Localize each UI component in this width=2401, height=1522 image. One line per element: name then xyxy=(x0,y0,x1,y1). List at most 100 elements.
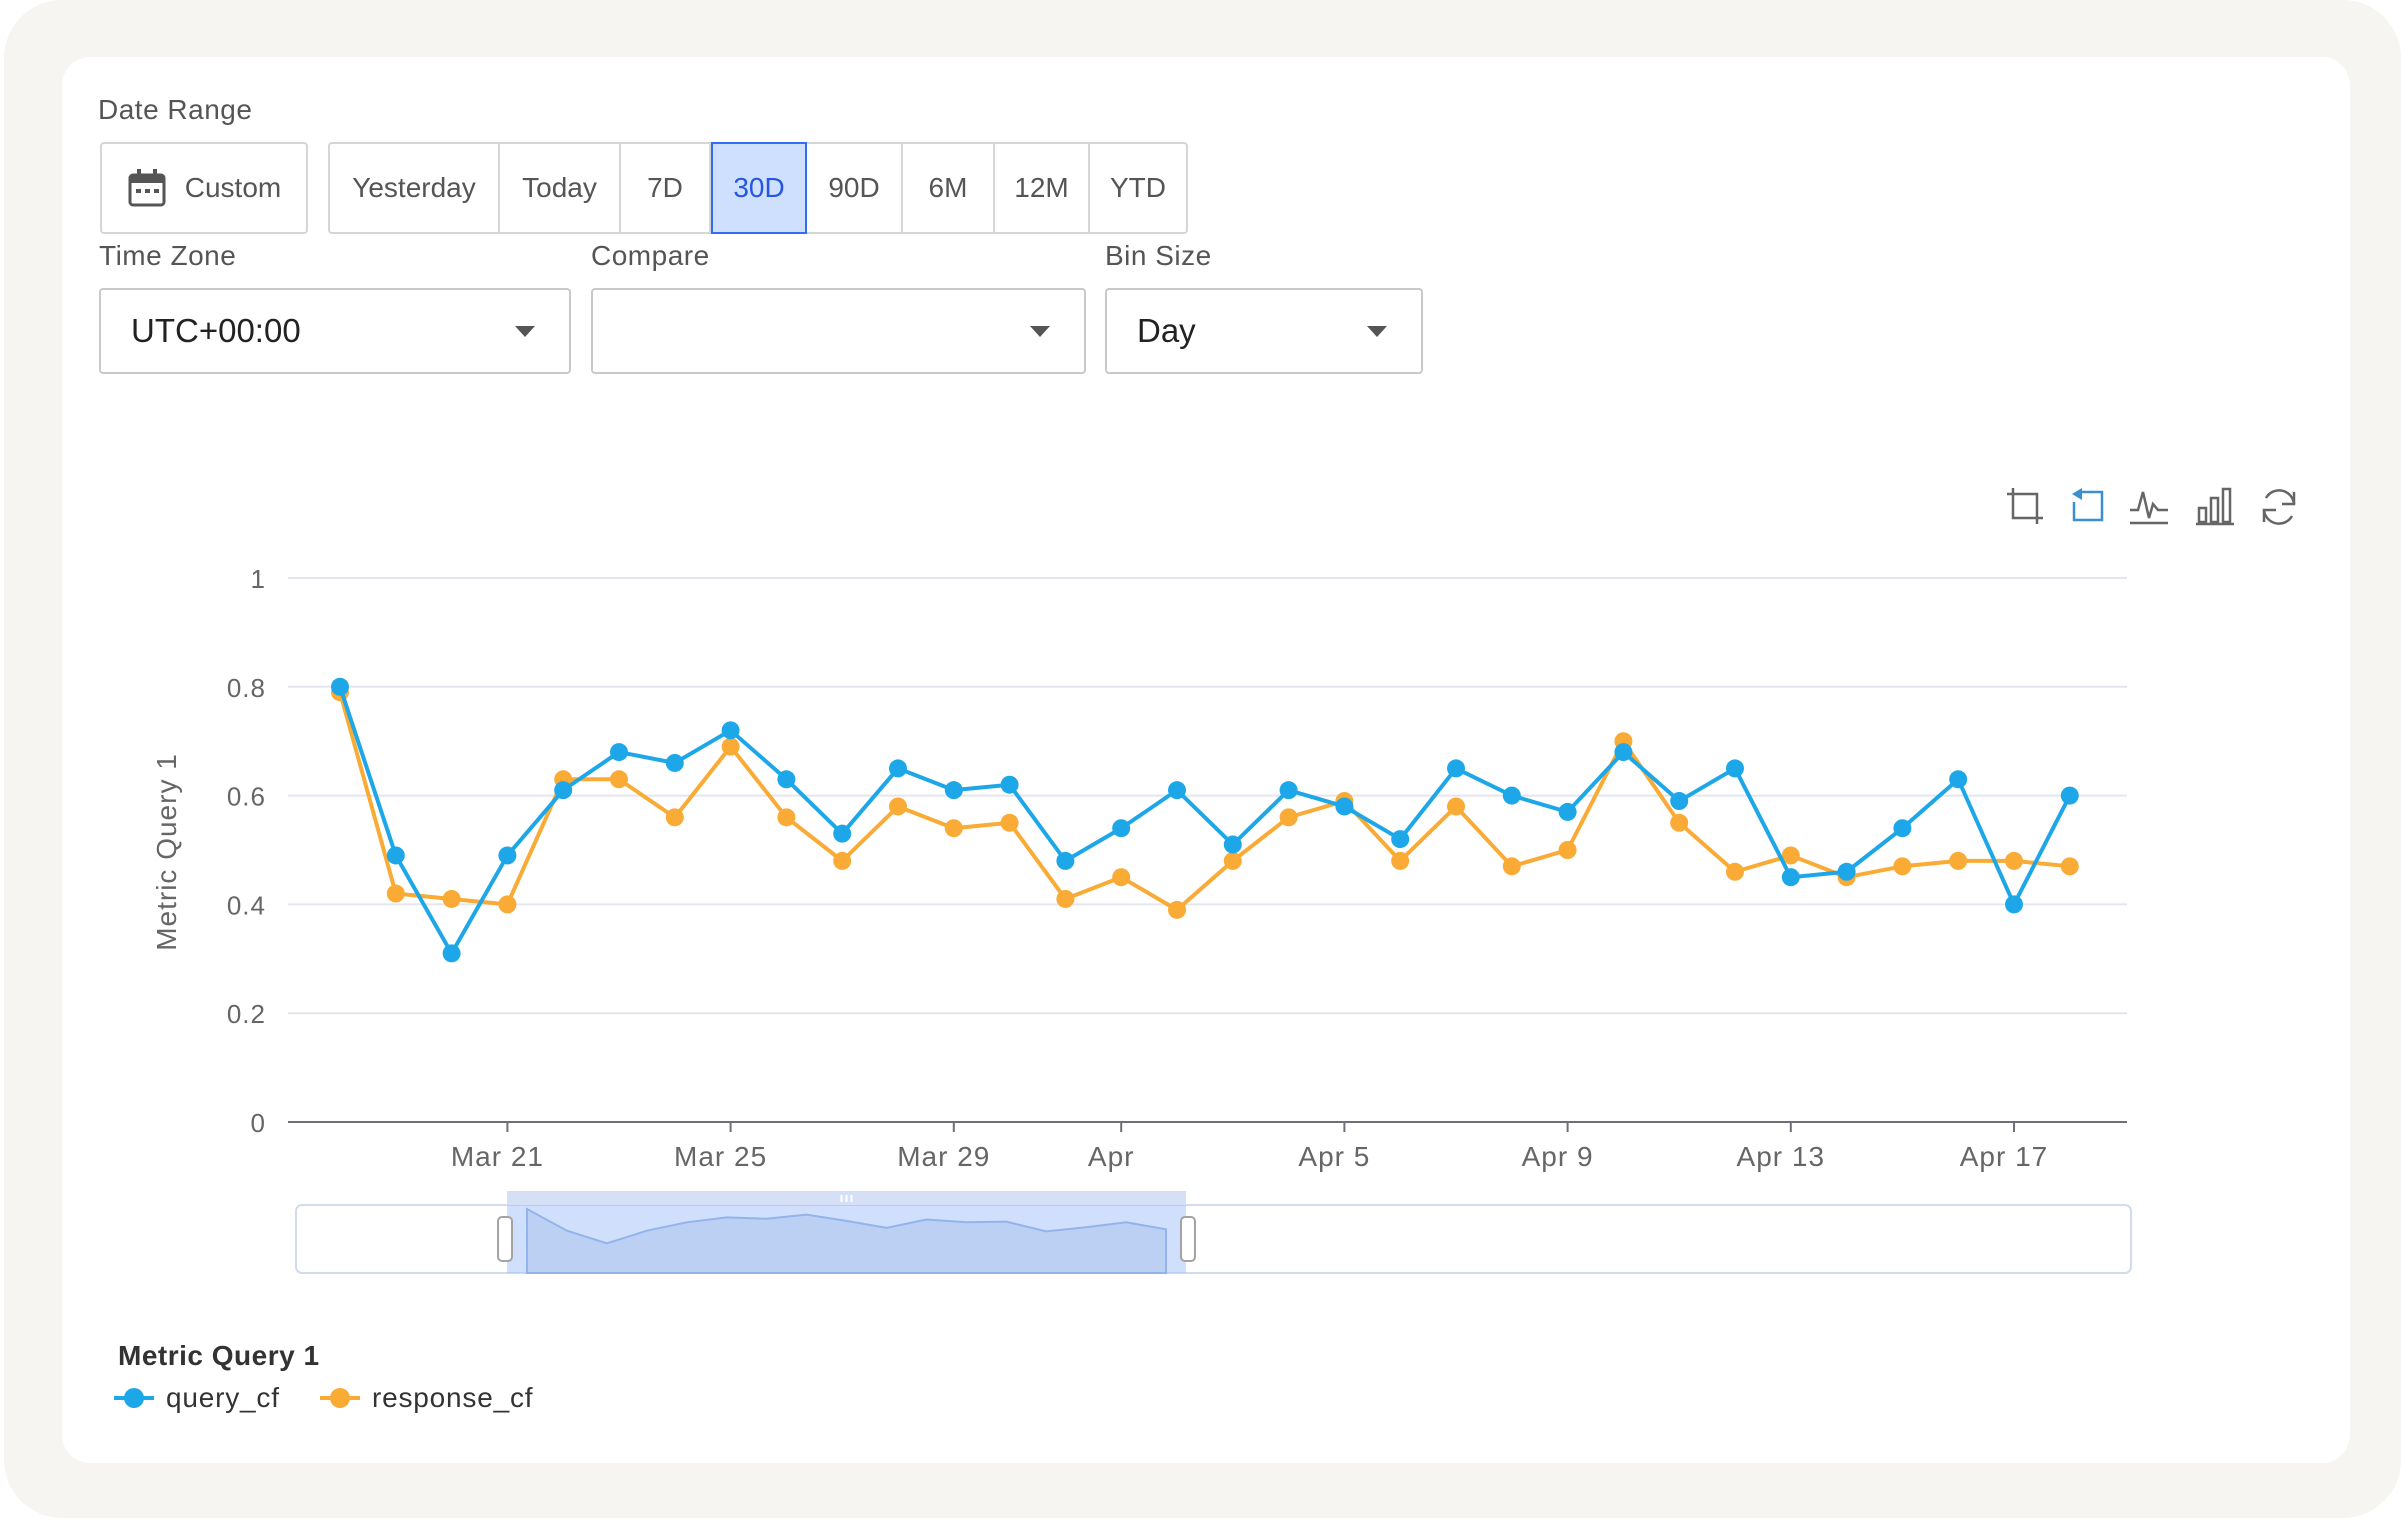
line-chart: 0 0.2 0.4 0.6 0.8 1 Metric Query 1 Mar 21 Mar … xyxy=(151,564,2132,1274)
data-point-response-cf[interactable] xyxy=(1726,862,1744,881)
time-zone-label: Time Zone xyxy=(99,240,237,271)
data-point-query-cf[interactable] xyxy=(2005,895,2023,914)
chevron-down-icon xyxy=(1367,326,1387,337)
x-tick-label: Apr 17 xyxy=(1960,1141,2049,1172)
data-point-query-cf[interactable] xyxy=(833,824,852,843)
data-point-response-cf[interactable] xyxy=(777,808,796,827)
date-preset-group: Yesterday Today 7D 30D 90D 6M 12M YTD xyxy=(328,142,1188,234)
data-point-response-cf[interactable] xyxy=(721,737,740,756)
data-point-response-cf[interactable] xyxy=(1279,808,1298,827)
preset-ytd[interactable]: YTD xyxy=(1090,142,1188,234)
data-point-response-cf[interactable] xyxy=(833,851,852,870)
data-point-query-cf[interactable] xyxy=(944,781,963,800)
compare-label: Compare xyxy=(591,240,710,271)
y-tick-label: 0.8 xyxy=(227,673,266,703)
data-point-response-cf[interactable] xyxy=(2060,857,2079,876)
data-point-query-cf[interactable] xyxy=(610,743,628,762)
legend-item-query-cf[interactable]: query_cf xyxy=(114,1382,280,1414)
preset-12m[interactable]: 12M xyxy=(995,142,1090,234)
data-point-query-cf[interactable] xyxy=(331,677,349,696)
data-point-query-cf[interactable] xyxy=(1279,781,1298,800)
data-point-query-cf[interactable] xyxy=(1335,797,1354,816)
compare-select[interactable] xyxy=(591,288,1086,374)
data-point-query-cf[interactable] xyxy=(889,759,907,778)
data-point-query-cf[interactable] xyxy=(1168,781,1186,800)
data-point-response-cf[interactable] xyxy=(1391,851,1410,870)
data-point-query-cf[interactable] xyxy=(1837,862,1856,881)
data-point-response-cf[interactable] xyxy=(1949,851,1968,870)
y-tick-label: 0 xyxy=(251,1108,266,1138)
x-tick-label: Mar 25 xyxy=(674,1141,767,1172)
x-tick-label: Apr 13 xyxy=(1737,1141,1826,1172)
preset-7d[interactable]: 7D xyxy=(621,142,711,234)
data-point-response-cf[interactable] xyxy=(498,895,517,914)
date-range-label: Date Range xyxy=(98,94,253,125)
zoom-handle-right[interactable] xyxy=(1179,1216,1196,1262)
zoom-reset-icon[interactable] xyxy=(2068,486,2108,526)
bin-size-select[interactable]: Day xyxy=(1105,288,1423,374)
zoom-handle-left[interactable] xyxy=(497,1216,514,1262)
x-tick-label: Mar 21 xyxy=(451,1141,544,1172)
data-point-response-cf[interactable] xyxy=(944,819,963,838)
data-point-response-cf[interactable] xyxy=(1781,846,1800,865)
data-point-query-cf[interactable] xyxy=(1502,786,1521,805)
data-point-response-cf[interactable] xyxy=(386,884,405,903)
data-point-query-cf[interactable] xyxy=(1223,835,1242,854)
zoom-icon[interactable] xyxy=(2005,486,2045,526)
y-axis-label: Metric Query 1 xyxy=(151,753,182,951)
data-point-query-cf[interactable] xyxy=(2060,786,2079,805)
chevron-down-icon xyxy=(515,326,535,337)
data-point-query-cf[interactable] xyxy=(665,753,684,772)
legend-item-response-cf[interactable]: response_cf xyxy=(320,1382,533,1414)
data-point-query-cf[interactable] xyxy=(1949,770,1968,789)
data-point-response-cf[interactable] xyxy=(1223,851,1242,870)
data-point-query-cf[interactable] xyxy=(777,770,796,789)
data-point-query-cf[interactable] xyxy=(1893,819,1912,838)
restore-icon[interactable] xyxy=(2258,486,2300,528)
data-point-query-cf[interactable] xyxy=(1391,830,1410,849)
data-point-response-cf[interactable] xyxy=(1447,797,1465,816)
x-tick-label: Apr xyxy=(1088,1141,1135,1172)
data-point-query-cf[interactable] xyxy=(1726,759,1744,778)
preset-yesterday[interactable]: Yesterday xyxy=(328,142,500,234)
data-point-query-cf[interactable] xyxy=(1000,775,1019,794)
data-point-response-cf[interactable] xyxy=(1112,868,1131,887)
data-point-response-cf[interactable] xyxy=(1558,841,1577,859)
custom-date-button[interactable]: Custom xyxy=(100,142,308,234)
data-point-query-cf[interactable] xyxy=(721,721,740,740)
data-point-query-cf[interactable] xyxy=(1670,792,1689,811)
data-point-query-cf[interactable] xyxy=(554,781,573,800)
line-chart-icon[interactable] xyxy=(2128,486,2170,526)
data-point-response-cf[interactable] xyxy=(1168,900,1186,919)
data-point-query-cf[interactable] xyxy=(1447,759,1465,778)
preset-30d[interactable]: 30D xyxy=(711,142,807,234)
data-point-response-cf[interactable] xyxy=(2005,851,2023,870)
data-point-query-cf[interactable] xyxy=(498,846,517,865)
data-point-response-cf[interactable] xyxy=(889,797,907,816)
bar-chart-icon[interactable] xyxy=(2195,486,2235,526)
data-point-query-cf[interactable] xyxy=(1558,802,1577,821)
bin-size-label: Bin Size xyxy=(1105,240,1212,271)
data-point-response-cf[interactable] xyxy=(442,889,461,908)
data-point-response-cf[interactable] xyxy=(1056,889,1075,908)
data-point-response-cf[interactable] xyxy=(665,808,684,827)
data-point-response-cf[interactable] xyxy=(1893,857,1912,876)
data-point-response-cf[interactable] xyxy=(610,770,628,789)
preset-90d[interactable]: 90D xyxy=(807,142,903,234)
x-tick-label: Mar 29 xyxy=(897,1141,990,1172)
x-tick-label: Apr 9 xyxy=(1522,1141,1594,1172)
data-point-query-cf[interactable] xyxy=(442,944,461,963)
preset-6m[interactable]: 6M xyxy=(903,142,995,234)
data-point-response-cf[interactable] xyxy=(1000,813,1019,832)
legend-marker-query-cf xyxy=(114,1388,154,1408)
data-point-query-cf[interactable] xyxy=(1112,819,1131,838)
data-point-query-cf[interactable] xyxy=(1781,868,1800,887)
data-point-query-cf[interactable] xyxy=(386,846,405,865)
data-point-response-cf[interactable] xyxy=(1670,813,1689,832)
data-point-response-cf[interactable] xyxy=(1502,857,1521,876)
data-point-query-cf[interactable] xyxy=(1056,851,1075,870)
y-tick-label: 0.2 xyxy=(227,999,266,1029)
data-point-query-cf[interactable] xyxy=(1614,743,1633,762)
preset-today[interactable]: Today xyxy=(500,142,621,234)
time-zone-select[interactable]: UTC+00:00 xyxy=(99,288,571,374)
